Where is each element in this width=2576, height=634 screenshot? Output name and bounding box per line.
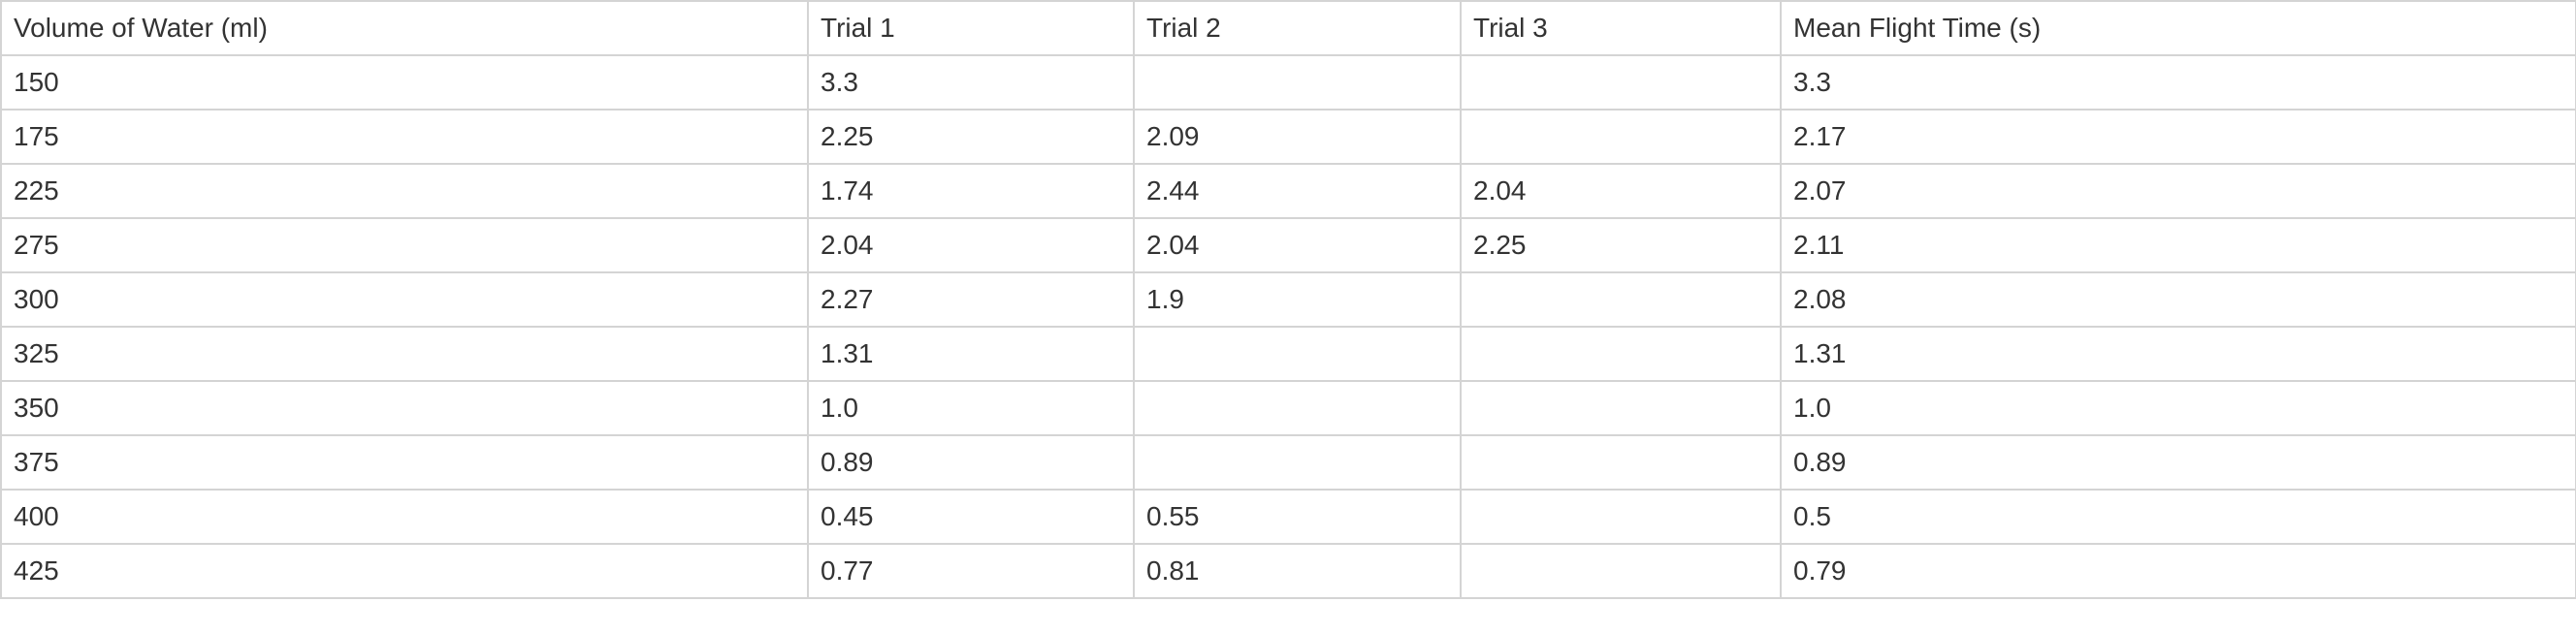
cell-trial-3 bbox=[1460, 543, 1782, 599]
cell-trial-3 bbox=[1460, 380, 1782, 436]
table-body: 150 3.3 3.3 175 2.25 2.09 2.17 225 1.74 … bbox=[0, 54, 2576, 599]
cell-mean: 0.5 bbox=[1780, 489, 2576, 545]
cell-mean: 2.08 bbox=[1780, 271, 2576, 328]
cell-trial-1: 1.31 bbox=[807, 326, 1135, 382]
table-row: 150 3.3 3.3 bbox=[0, 54, 2576, 111]
cell-mean: 1.31 bbox=[1780, 326, 2576, 382]
cell-trial-1: 2.27 bbox=[807, 271, 1135, 328]
header-trial-3: Trial 3 bbox=[1460, 0, 1782, 56]
table-row: 275 2.04 2.04 2.25 2.11 bbox=[0, 217, 2576, 273]
header-row: Volume of Water (ml) Trial 1 Trial 2 Tri… bbox=[0, 0, 2576, 56]
cell-trial-3 bbox=[1460, 326, 1782, 382]
table-row: 400 0.45 0.55 0.5 bbox=[0, 489, 2576, 545]
header-volume: Volume of Water (ml) bbox=[0, 0, 809, 56]
cell-trial-1: 0.45 bbox=[807, 489, 1135, 545]
cell-volume: 275 bbox=[0, 217, 809, 273]
cell-trial-2: 0.81 bbox=[1133, 543, 1462, 599]
cell-volume: 325 bbox=[0, 326, 809, 382]
cell-trial-2 bbox=[1133, 54, 1462, 111]
cell-trial-3 bbox=[1460, 434, 1782, 491]
cell-volume: 350 bbox=[0, 380, 809, 436]
cell-trial-1: 2.04 bbox=[807, 217, 1135, 273]
table-row: 175 2.25 2.09 2.17 bbox=[0, 109, 2576, 165]
cell-trial-3 bbox=[1460, 489, 1782, 545]
cell-trial-2: 2.44 bbox=[1133, 163, 1462, 219]
cell-trial-2 bbox=[1133, 380, 1462, 436]
table-row: 375 0.89 0.89 bbox=[0, 434, 2576, 491]
cell-mean: 2.17 bbox=[1780, 109, 2576, 165]
cell-trial-3 bbox=[1460, 109, 1782, 165]
cell-mean: 2.11 bbox=[1780, 217, 2576, 273]
cell-trial-3 bbox=[1460, 271, 1782, 328]
cell-trial-3 bbox=[1460, 54, 1782, 111]
cell-trial-1: 0.89 bbox=[807, 434, 1135, 491]
cell-mean: 0.79 bbox=[1780, 543, 2576, 599]
cell-mean: 1.0 bbox=[1780, 380, 2576, 436]
cell-trial-1: 3.3 bbox=[807, 54, 1135, 111]
data-table: Volume of Water (ml) Trial 1 Trial 2 Tri… bbox=[0, 0, 2576, 599]
table-row: 350 1.0 1.0 bbox=[0, 380, 2576, 436]
cell-trial-2 bbox=[1133, 434, 1462, 491]
cell-trial-2: 2.09 bbox=[1133, 109, 1462, 165]
table-row: 325 1.31 1.31 bbox=[0, 326, 2576, 382]
header-trial-2: Trial 2 bbox=[1133, 0, 1462, 56]
table-row: 425 0.77 0.81 0.79 bbox=[0, 543, 2576, 599]
cell-volume: 225 bbox=[0, 163, 809, 219]
cell-trial-1: 2.25 bbox=[807, 109, 1135, 165]
table-row: 300 2.27 1.9 2.08 bbox=[0, 271, 2576, 328]
cell-mean: 3.3 bbox=[1780, 54, 2576, 111]
cell-trial-1: 1.74 bbox=[807, 163, 1135, 219]
cell-trial-3: 2.04 bbox=[1460, 163, 1782, 219]
cell-volume: 150 bbox=[0, 54, 809, 111]
cell-trial-2: 1.9 bbox=[1133, 271, 1462, 328]
header-mean-flight-time: Mean Flight Time (s) bbox=[1780, 0, 2576, 56]
cell-trial-2 bbox=[1133, 326, 1462, 382]
cell-volume: 375 bbox=[0, 434, 809, 491]
cell-trial-1: 1.0 bbox=[807, 380, 1135, 436]
table-row: 225 1.74 2.44 2.04 2.07 bbox=[0, 163, 2576, 219]
cell-volume: 400 bbox=[0, 489, 809, 545]
cell-volume: 175 bbox=[0, 109, 809, 165]
cell-volume: 300 bbox=[0, 271, 809, 328]
table-header: Volume of Water (ml) Trial 1 Trial 2 Tri… bbox=[0, 0, 2576, 56]
cell-mean: 2.07 bbox=[1780, 163, 2576, 219]
cell-trial-2: 2.04 bbox=[1133, 217, 1462, 273]
cell-trial-3: 2.25 bbox=[1460, 217, 1782, 273]
cell-mean: 0.89 bbox=[1780, 434, 2576, 491]
header-trial-1: Trial 1 bbox=[807, 0, 1135, 56]
cell-trial-1: 0.77 bbox=[807, 543, 1135, 599]
cell-trial-2: 0.55 bbox=[1133, 489, 1462, 545]
cell-volume: 425 bbox=[0, 543, 809, 599]
